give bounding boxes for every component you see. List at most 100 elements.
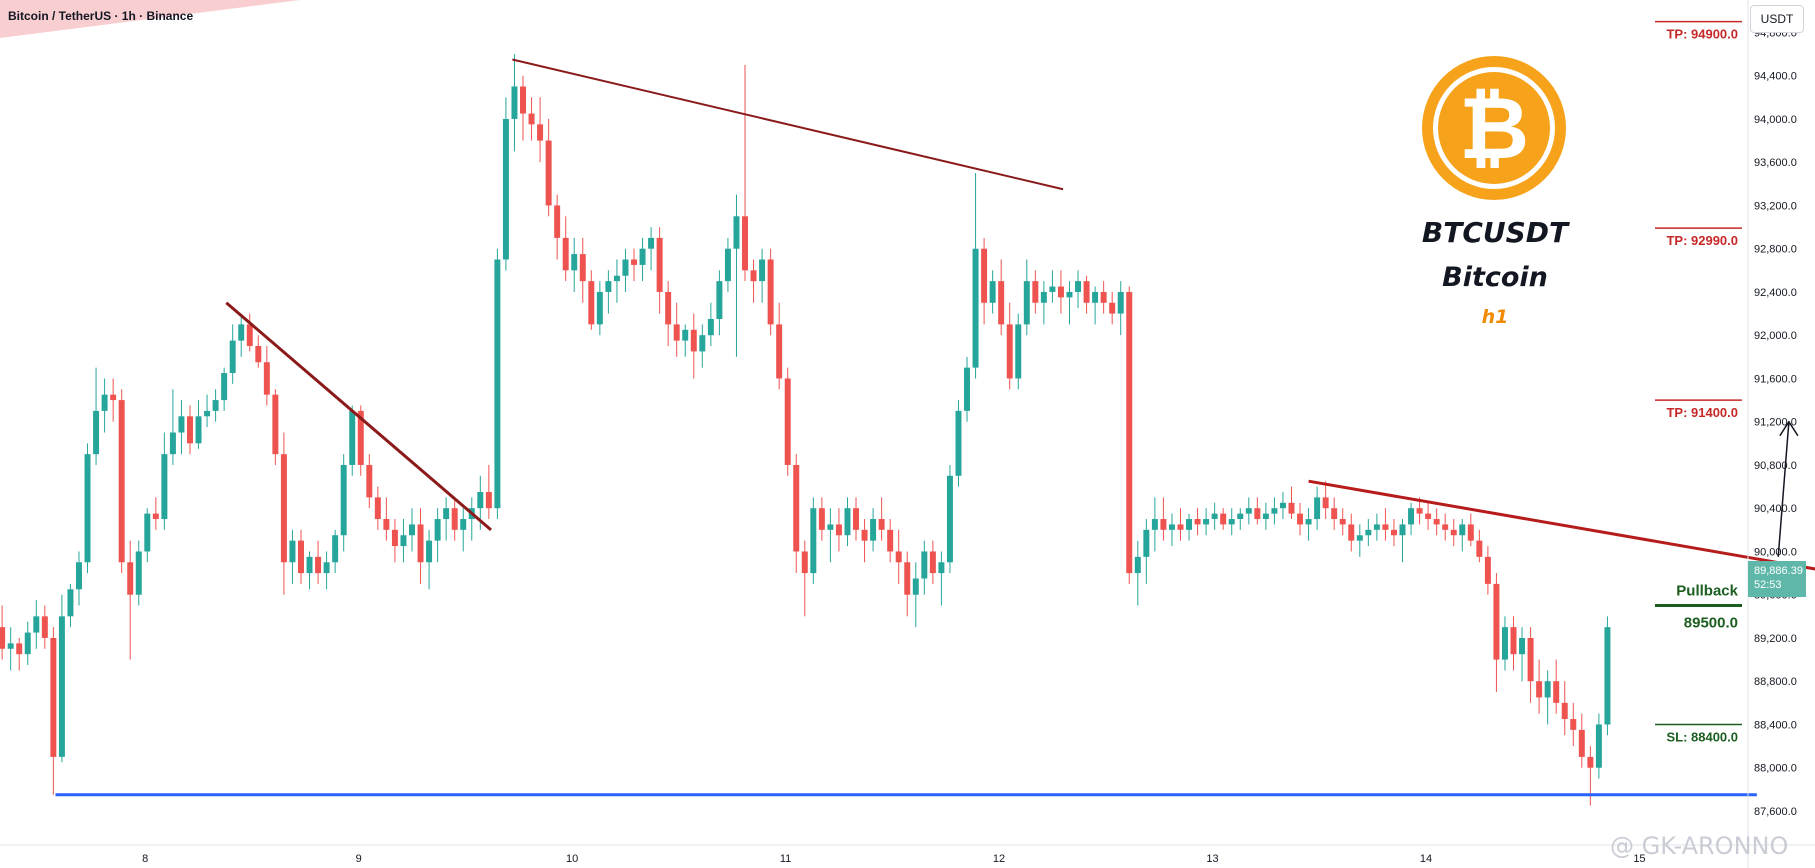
price-unit-label[interactable]: USDT — [1750, 5, 1804, 33]
candle-body — [648, 237, 655, 249]
candle-body — [1331, 508, 1338, 520]
candle — [485, 464, 492, 520]
candle-body — [989, 281, 996, 303]
candle — [878, 497, 885, 541]
candle — [1279, 491, 1286, 520]
candle — [895, 529, 902, 584]
candle-body — [929, 551, 936, 574]
candle — [750, 259, 757, 303]
candle — [221, 367, 228, 411]
candle — [67, 583, 74, 628]
candle-body — [1177, 524, 1184, 530]
symbol-name: BTCUSDT — [1421, 216, 1569, 249]
candle-body — [1032, 281, 1039, 303]
candle — [972, 173, 979, 379]
candle — [1297, 502, 1304, 536]
header-ribbon — [0, 0, 300, 38]
candle-body — [1339, 519, 1346, 525]
candle-body — [16, 643, 23, 655]
candle — [16, 637, 23, 671]
candle — [152, 497, 159, 530]
candle-body — [1211, 513, 1218, 520]
candle-body — [1484, 556, 1491, 584]
candle-body — [690, 329, 697, 352]
candle — [340, 454, 347, 552]
candle — [349, 405, 356, 476]
candle — [724, 237, 731, 292]
candle — [1382, 508, 1389, 541]
candle — [391, 519, 398, 563]
candle — [315, 540, 322, 584]
candle — [263, 346, 270, 406]
price-tick-label: 89,200.0 — [1754, 633, 1797, 645]
candle — [400, 519, 407, 563]
bitcoin-logo-icon: ₿ — [1422, 56, 1566, 200]
candle — [673, 302, 680, 357]
candle — [502, 97, 509, 271]
candle-body — [1075, 281, 1082, 292]
candle — [511, 54, 518, 152]
candle — [1365, 519, 1372, 547]
tp1-label: TP: 91400.0 — [1666, 405, 1738, 420]
price-tick-label: 90,400.0 — [1754, 503, 1797, 515]
candle — [1023, 259, 1030, 336]
watermark: @ GK-ARONNO — [1610, 832, 1789, 860]
candle-body — [1604, 627, 1611, 725]
candle-body — [144, 513, 151, 552]
candle — [810, 497, 817, 584]
candle-body — [861, 529, 868, 541]
candle-body — [1527, 637, 1534, 682]
candle — [1271, 497, 1278, 525]
candle-body — [579, 254, 586, 282]
candle-body — [639, 248, 646, 265]
candle-body — [1408, 508, 1415, 525]
candle-body — [1220, 513, 1227, 525]
candle — [33, 600, 40, 649]
candle — [579, 237, 586, 303]
candle-body — [204, 410, 211, 417]
candle — [332, 529, 339, 574]
candle — [144, 508, 151, 563]
candle-body — [878, 519, 885, 530]
time-axis[interactable]: 8 9 10 11 12 13 14 15 — [0, 844, 1815, 865]
candle-body — [750, 270, 757, 282]
candle-body — [912, 578, 919, 595]
candle — [169, 389, 176, 465]
price-axis[interactable]: 87,600.0 88,000.0 88,400.0 88,800.0 89,200.0… — [1747, 0, 1797, 868]
candle — [554, 194, 561, 260]
candle-body — [400, 535, 407, 547]
candle-body — [1049, 286, 1056, 292]
svg-text:₿: ₿ — [1459, 79, 1529, 179]
candle-body — [1023, 281, 1030, 325]
candle-body — [1168, 524, 1175, 530]
candle-body — [571, 254, 578, 271]
candle — [1322, 481, 1329, 520]
candle-body — [1433, 519, 1440, 525]
candle — [1493, 573, 1500, 693]
candle — [426, 529, 433, 590]
candle-body — [673, 324, 680, 341]
candle — [41, 605, 48, 649]
candle-body — [50, 637, 57, 757]
candle — [1220, 508, 1227, 530]
candle-body — [118, 400, 125, 563]
candle — [1348, 513, 1355, 552]
candle — [520, 75, 526, 141]
candle — [1561, 681, 1568, 736]
candle — [639, 237, 646, 282]
candle-body — [1501, 627, 1508, 660]
candle — [938, 551, 945, 606]
candle — [622, 248, 629, 292]
price-tick-label: 92,800.0 — [1754, 244, 1797, 256]
candle-body — [631, 259, 637, 265]
candle — [1032, 270, 1039, 314]
candle — [656, 227, 663, 314]
candle-body — [357, 410, 364, 465]
candle-body — [707, 318, 714, 336]
candle — [1092, 286, 1099, 325]
candle — [1519, 627, 1526, 682]
candle-body — [1348, 524, 1355, 541]
candle-body — [1493, 583, 1500, 660]
candle-body — [221, 373, 228, 401]
